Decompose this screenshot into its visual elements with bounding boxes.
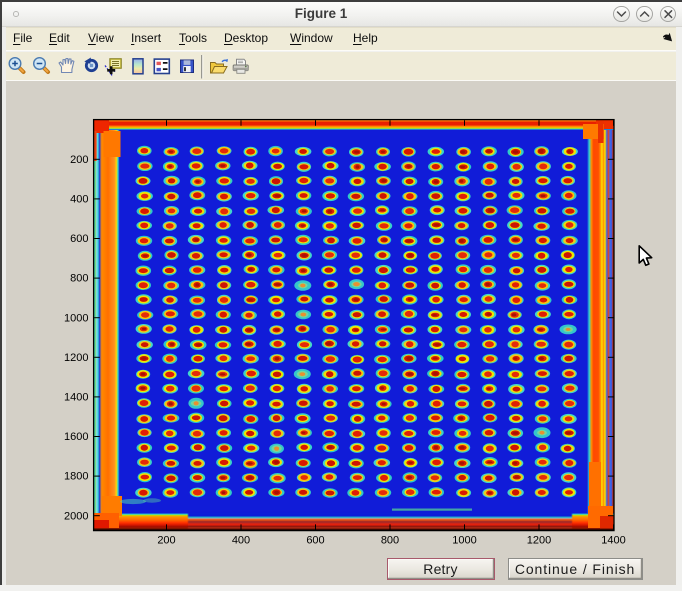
svg-text:200: 200 <box>70 154 88 166</box>
svg-text:800: 800 <box>381 535 399 547</box>
svg-text:1400: 1400 <box>601 535 625 547</box>
svg-text:2000: 2000 <box>64 510 88 522</box>
svg-text:1200: 1200 <box>64 352 88 364</box>
svg-text:600: 600 <box>306 535 324 547</box>
svg-text:1400: 1400 <box>64 392 88 404</box>
svg-text:1800: 1800 <box>64 471 88 483</box>
svg-text:1000: 1000 <box>64 312 88 324</box>
svg-text:1600: 1600 <box>64 431 88 443</box>
svg-text:800: 800 <box>70 273 88 285</box>
svg-text:400: 400 <box>70 194 88 206</box>
svg-text:600: 600 <box>70 233 88 245</box>
svg-text:400: 400 <box>232 535 250 547</box>
svg-text:1000: 1000 <box>452 535 476 547</box>
svg-text:200: 200 <box>157 535 175 547</box>
svg-text:1200: 1200 <box>527 535 551 547</box>
